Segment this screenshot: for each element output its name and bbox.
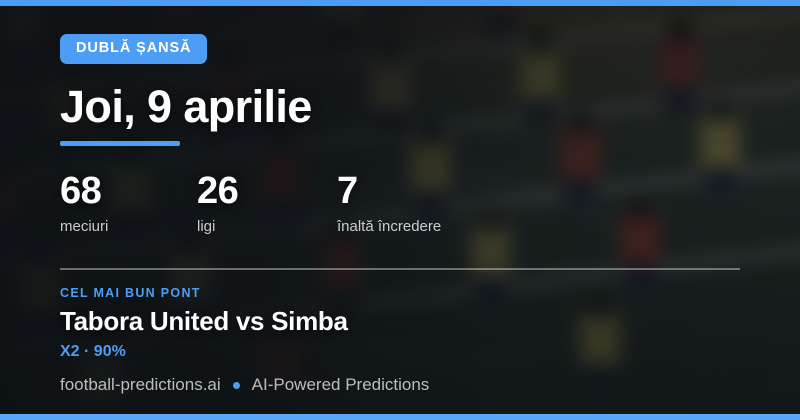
footer-site[interactable]: football-predictions.ai [60, 375, 221, 395]
stat-high-confidence: 7 înaltă încredere [337, 172, 441, 234]
best-tip-match[interactable]: Tabora United vs Simba [60, 305, 348, 336]
bottom-accent-bar [0, 414, 800, 420]
stat-high-confidence-label: înaltă încredere [337, 217, 442, 235]
footer: football-predictions.ai AI-Powered Predi… [60, 375, 740, 395]
stat-leagues: 26 ligi [197, 172, 337, 234]
stat-leagues-value: 26 [197, 169, 239, 212]
stat-matches: 68 meciuri [60, 172, 197, 234]
best-tip-odds: X2 · 90% [60, 343, 126, 361]
bullet-dot-icon [232, 381, 240, 389]
stat-leagues-label: ligi [197, 217, 216, 235]
footer-tagline: AI-Powered Predictions [251, 375, 430, 395]
page-title: Joi, 9 aprilie [60, 80, 312, 132]
stat-high-confidence-value: 7 [337, 169, 358, 212]
stat-matches-value: 68 [60, 169, 102, 212]
stat-matches-label: meciuri [60, 217, 109, 235]
title-underline [60, 140, 180, 146]
stats-row: 68 meciuri 26 ligi 7 înaltă încredere [60, 172, 740, 234]
market-badge[interactable]: DUBLĂ ȘANSĂ [60, 34, 208, 64]
best-tip-label: CEL MAI BUN PONT [60, 285, 201, 300]
section-divider [60, 267, 740, 270]
top-accent-bar [0, 0, 800, 6]
